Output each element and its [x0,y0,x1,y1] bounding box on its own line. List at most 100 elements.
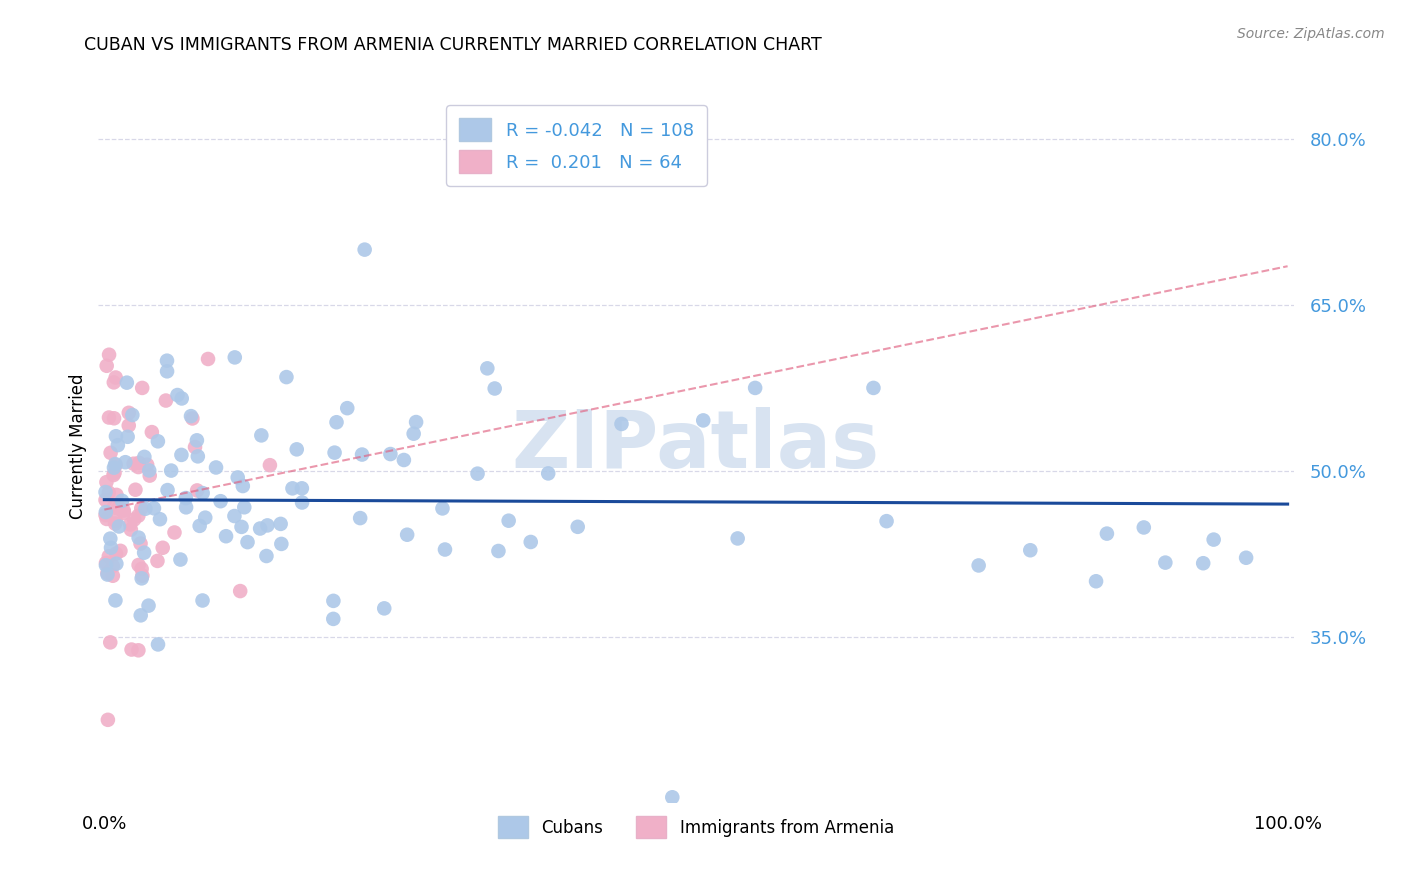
Point [104,458,127,472]
Point [194,510,217,524]
Point [432,501,454,516]
Point [862,381,884,395]
Point [97,485,120,500]
Point [121,642,143,657]
Point [114,455,136,469]
Point [744,381,766,395]
Point [323,445,346,459]
Point [231,520,253,534]
Point [236,535,259,549]
Point [488,544,510,558]
Point [94,508,117,522]
Point [94,485,117,500]
Point [188,519,211,533]
Point [100,446,122,460]
Point [256,549,278,563]
Point [170,448,193,462]
Point [94,558,117,573]
Point [121,408,143,422]
Point [141,425,163,439]
Point [96,475,118,490]
Point [1192,556,1215,570]
Point [322,612,344,626]
Point [484,382,506,396]
Point [104,370,127,384]
Point [104,516,127,531]
Point [519,535,541,549]
Y-axis label: Currently Married: Currently Married [69,373,87,519]
Point [229,584,252,599]
Point [112,503,135,517]
Point [103,376,125,390]
Point [112,506,135,520]
Point [100,541,122,555]
Point [131,562,153,576]
Point [105,557,128,571]
Point [224,351,246,365]
Point [1234,550,1257,565]
Point [101,559,124,574]
Point [191,486,214,500]
Point [727,532,749,546]
Point [122,457,145,471]
Point [134,501,156,516]
Point [226,470,249,484]
Point [396,527,419,541]
Point [146,637,169,651]
Point [96,359,118,373]
Point [103,411,125,425]
Point [122,512,145,526]
Point [336,401,359,416]
Point [111,493,134,508]
Legend: Cubans, Immigrants from Armenia: Cubans, Immigrants from Armenia [491,810,901,845]
Point [187,450,209,464]
Point [128,456,150,470]
Point [1085,574,1108,589]
Point [96,512,118,526]
Point [131,568,153,582]
Point [124,483,146,497]
Point [205,460,228,475]
Point [118,418,141,433]
Point [270,537,292,551]
Point [967,558,990,573]
Point [291,495,314,509]
Point [104,429,127,443]
Point [174,500,197,515]
Point [184,440,207,454]
Point [110,544,132,558]
Point [105,547,128,561]
Point [166,388,188,402]
Point [380,447,402,461]
Point [250,428,273,442]
Point [131,381,153,395]
Point [1095,526,1118,541]
Point [117,430,139,444]
Point [402,426,425,441]
Point [477,361,499,376]
Point [104,457,127,471]
Point [1202,533,1225,547]
Point [127,508,149,523]
Point [186,483,208,498]
Text: Source: ZipAtlas.com: Source: ZipAtlas.com [1237,27,1385,41]
Text: CUBAN VS IMMIGRANTS FROM ARMENIA CURRENTLY MARRIED CORRELATION CHART: CUBAN VS IMMIGRANTS FROM ARMENIA CURRENT… [84,36,823,54]
Point [120,523,142,537]
Point [285,442,308,457]
Point [120,517,142,532]
Point [256,518,278,533]
Point [98,348,121,362]
Point [352,448,374,462]
Point [96,566,118,580]
Point [129,501,152,516]
Point [467,467,489,481]
Point [156,364,179,378]
Point [174,491,197,505]
Point [104,514,127,528]
Point [107,501,129,516]
Point [94,493,117,508]
Point [108,519,131,533]
Point [97,713,120,727]
Point [142,501,165,516]
Point [692,413,714,427]
